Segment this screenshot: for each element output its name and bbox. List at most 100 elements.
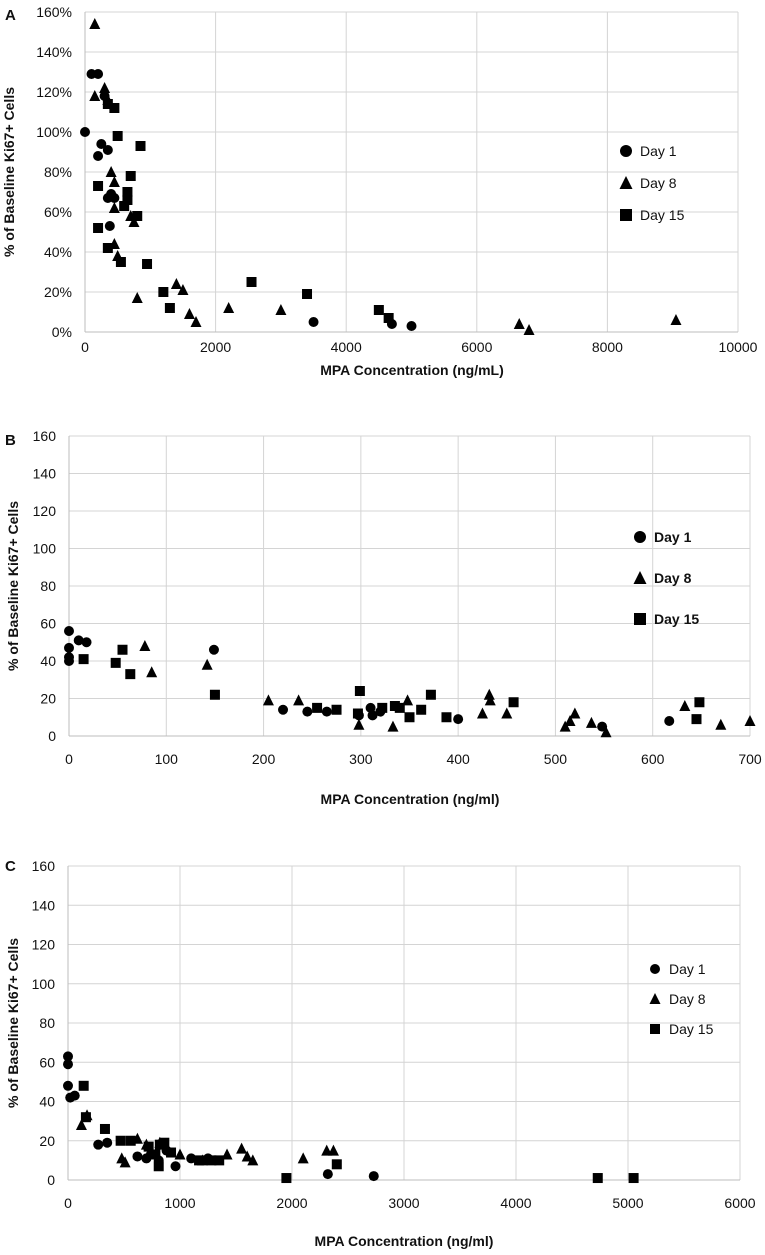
data-point-triangle [223,302,235,313]
data-point-triangle [170,278,182,289]
data-point-square [166,1147,177,1158]
data-point-triangle [89,18,101,29]
y-tick-label: 40 [39,1094,55,1110]
data-point-circle [367,710,378,721]
y-tick-label: 100% [36,124,72,140]
legend: Day 1 Day 8 Day 15 [649,961,714,1037]
legend-marker-square [620,209,632,221]
x-axis-title: MPA Concentration (ng/ml) [321,791,500,807]
x-tick-label: 4000 [500,1195,531,1211]
data-point-square [206,1155,217,1166]
data-point-square [125,1135,136,1146]
series-day-8 [139,640,756,738]
series-day-8 [89,18,682,335]
data-point-circle [102,1137,113,1148]
data-point-circle [302,706,313,717]
x-tick-label: 200 [252,751,276,767]
legend-label: Day 15 [654,611,699,627]
data-point-square [158,287,169,297]
data-point-square [214,1155,225,1166]
data-point-square [425,689,436,700]
legend-label: Day 8 [640,175,677,191]
data-point-square [302,289,313,299]
data-point-square [194,1155,205,1166]
data-point-circle [308,317,319,327]
data-point-square [312,702,323,713]
data-point-triangle [174,1148,186,1160]
x-tick-label: 300 [349,751,373,767]
data-point-circle [322,1169,333,1180]
data-point-triangle [293,694,305,706]
data-point-square [373,305,384,315]
x-tick-label: 600 [641,751,665,767]
y-tick-label: 120% [36,84,72,100]
data-point-triangle [715,718,727,730]
data-point-circle [278,704,289,715]
y-tick-label: 100 [33,541,57,557]
legend-label: Day 1 [640,143,677,159]
y-tick-label: 160% [36,4,72,20]
x-tick-label: 700 [738,751,762,767]
data-point-square [159,1137,170,1148]
x-tick-label: 1000 [164,1195,195,1211]
legend: Day 1 Day 8 Day 15 [633,529,699,627]
panel-label: A [5,7,16,24]
y-tick-label: 20% [44,284,72,300]
data-point-square [119,201,130,211]
data-point-triangle [146,666,158,678]
data-point-triangle [564,715,576,726]
data-point-square [377,702,388,713]
y-axis-title: % of Baseline Ki67+ Cells [5,501,21,671]
panel-label: C [5,858,16,875]
x-tick-label: 2000 [276,1195,307,1211]
data-point-square [117,644,128,655]
data-point-circle [104,221,115,231]
data-point-triangle [236,1142,248,1154]
data-point-circle [93,1139,104,1150]
y-axis-title: % of Baseline Ki67+ Cells [5,938,21,1108]
y-tick-label: 100 [32,976,56,992]
data-point-triangle [600,726,612,738]
legend: Day 1 Day 8 Day 15 [619,143,685,223]
data-point-square [132,211,143,221]
y-tick-label: 80 [40,578,56,594]
data-point-triangle [177,284,189,295]
legend-marker-circle [634,531,646,543]
data-point-circle [109,193,120,203]
data-point-square [352,708,363,719]
data-point-circle [368,1171,379,1182]
panel-a: A 0% 20% 40% 60% 80% 100% 120% 140% 160% 0 2000 4000… [1,4,758,378]
data-point-square [102,243,113,253]
data-point-triangle [183,308,195,319]
data-point-square [416,704,427,715]
data-point-circle [453,714,464,725]
data-point-circle [406,321,417,331]
y-tick-label: 120 [32,937,56,953]
data-point-circle [80,127,90,137]
legend-label: Day 1 [654,529,692,545]
data-point-square [125,171,136,181]
data-point-circle [64,642,74,653]
legend-marker-triangle [633,571,647,584]
data-point-square [508,697,519,708]
y-tick-label: 20 [40,691,56,707]
data-point-circle [63,1051,73,1062]
data-point-square [331,1159,342,1170]
data-point-triangle [108,176,120,187]
data-point-square [102,99,113,109]
data-point-circle [64,626,74,636]
data-point-square [209,689,220,700]
data-point-circle [81,637,92,648]
y-tick-label: 140 [32,897,56,913]
data-point-circle [93,151,104,161]
x-tick-label: 0 [81,339,89,355]
data-point-triangle [744,715,756,726]
data-point-square [394,702,405,713]
data-point-triangle [75,1119,87,1131]
data-point-circle [69,1090,80,1101]
y-tick-label: 160 [32,858,56,874]
data-point-square [331,704,342,715]
x-tick-label: 2000 [200,339,231,355]
y-axis-title: % of Baseline Ki67+ Cells [1,87,17,257]
